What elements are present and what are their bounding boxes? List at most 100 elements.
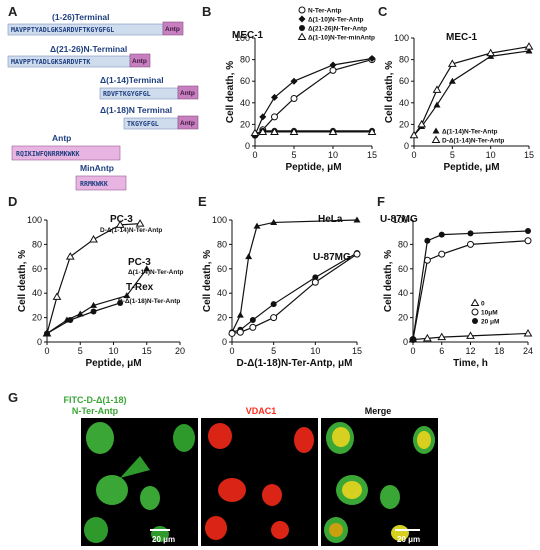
y-tick-label: 80 xyxy=(399,55,409,65)
data-point xyxy=(245,253,252,259)
series-label: D-Δ(1-18)N-Ter-Antp xyxy=(118,298,180,305)
y-tick-label: 80 xyxy=(398,239,408,249)
series-label: U-87MG xyxy=(313,252,351,263)
x-axis-title: Peptide, μM xyxy=(443,162,499,173)
panel-letter-b: B xyxy=(202,4,211,19)
legend-entry: 10μM xyxy=(481,310,498,317)
cell-line-label: U-87MG xyxy=(380,214,418,225)
legend-entry: Δ(1-10)N-Ter-Antp xyxy=(308,17,363,24)
y-tick-label: 0 xyxy=(404,141,409,151)
y-tick-label: 100 xyxy=(212,215,227,225)
data-point xyxy=(525,330,532,336)
legend-entry: Δ(21-26)N-Ter-Antp xyxy=(308,26,367,33)
merge-overlap xyxy=(342,481,362,499)
x-tick-label: 0 xyxy=(252,150,257,160)
y-tick-label: 60 xyxy=(32,264,42,274)
y-tick-label: 40 xyxy=(398,288,408,298)
y-tick-label: 0 xyxy=(245,141,250,151)
panel-f-chart: F06121824020406080100Time, hCell death, … xyxy=(377,194,533,369)
data-point xyxy=(91,309,97,315)
fitc-label-line1: FITC-D-Δ(1-18) xyxy=(64,395,127,405)
merge-overlap xyxy=(332,427,350,447)
data-point xyxy=(312,279,318,285)
antp-tag-label-4: Antp xyxy=(180,120,195,127)
data-point xyxy=(433,128,440,134)
construct-sequence-2: MAVPPTYADLGKSARDVFTK xyxy=(11,58,90,66)
legend-entry: D-Δ(1-14)N-Ter-Antp xyxy=(442,138,504,145)
data-point xyxy=(67,253,74,259)
construct-title-3: Δ(1-14)Terminal xyxy=(100,75,164,85)
data-point xyxy=(472,318,478,324)
data-point xyxy=(299,16,306,23)
vdac1-cell xyxy=(208,423,232,449)
data-point xyxy=(410,337,416,343)
y-tick-label: 80 xyxy=(32,239,42,249)
x-tick-label: 5 xyxy=(291,150,296,160)
y-tick-label: 20 xyxy=(399,119,409,129)
construct-title-5: Antp xyxy=(52,133,71,143)
scale-bar-label: 20 μm xyxy=(397,535,420,544)
series-line xyxy=(232,220,357,332)
data-point xyxy=(271,315,277,321)
panel-c-chart: C051015020406080100Peptide, μMCell death… xyxy=(378,4,534,173)
data-point xyxy=(354,251,360,257)
construct-sequence-4: TKGYGFGL xyxy=(127,120,159,128)
fitc-label-line2: N-Ter-Antp xyxy=(72,406,119,416)
data-point xyxy=(424,238,430,244)
x-tick-label: 0 xyxy=(411,150,416,160)
y-tick-label: 0 xyxy=(403,337,408,347)
vdac1-cell xyxy=(294,427,314,453)
vdac1-label: VDAC1 xyxy=(246,406,277,416)
fitc-image: 20 μm xyxy=(81,418,198,546)
data-point xyxy=(468,230,474,236)
fitc-cell xyxy=(173,424,195,452)
panel-letter-d: D xyxy=(8,194,17,209)
x-tick-label: 12 xyxy=(465,346,475,356)
x-axis-title: D-Δ(1-18)N-Ter-Antp, μM xyxy=(237,358,353,369)
y-tick-label: 20 xyxy=(398,313,408,323)
data-point xyxy=(299,34,306,40)
x-tick-label: 15 xyxy=(367,150,377,160)
y-tick-label: 20 xyxy=(217,313,227,323)
panel-letter-e: E xyxy=(198,194,207,209)
antp-tag-label-3: Antp xyxy=(180,90,195,97)
series-label: Δ(1-14)N-Ter-Antp xyxy=(128,269,183,276)
y-tick-label: 60 xyxy=(240,76,250,86)
panel-letter-g: G xyxy=(8,390,18,405)
panel-letter-c: C xyxy=(378,4,388,19)
data-point xyxy=(53,293,60,299)
y-tick-label: 60 xyxy=(398,264,408,274)
y-tick-label: 60 xyxy=(217,264,227,274)
data-point xyxy=(468,241,474,247)
construct-sequence-3: RDVFTKGYGFGL xyxy=(103,90,151,98)
data-point xyxy=(271,301,277,307)
y-tick-label: 40 xyxy=(399,98,409,108)
data-point xyxy=(439,251,445,257)
construct-sequence-1: MAVPPTYADLGKSARDVFTKGYGFGL xyxy=(11,26,114,34)
x-tick-label: 0 xyxy=(410,346,415,356)
x-tick-label: 5 xyxy=(271,346,276,356)
data-point xyxy=(526,43,533,49)
y-axis-title: Cell death, % xyxy=(384,61,395,123)
panel-letter-f: F xyxy=(377,194,385,209)
y-axis-title: Cell death, % xyxy=(202,250,213,312)
series-label: HeLa xyxy=(318,214,343,225)
data-point xyxy=(449,78,456,84)
legend-entry: 20 μM xyxy=(481,319,499,326)
construct-title-2: Δ(21-26)N-Terminal xyxy=(50,44,127,54)
x-axis-title: Peptide, μM xyxy=(285,162,341,173)
construct-title-4: Δ(1-18)N Terminal xyxy=(100,105,172,115)
scale-bar-label: 20 μm xyxy=(152,535,175,544)
y-tick-label: 40 xyxy=(217,288,227,298)
merge-cell xyxy=(380,485,400,509)
data-point xyxy=(137,220,144,226)
data-point xyxy=(291,95,297,101)
series-line xyxy=(47,303,120,334)
legend-entry: N-Ter-Antp xyxy=(308,8,341,15)
data-point xyxy=(272,114,278,120)
series-line xyxy=(413,241,528,340)
y-tick-label: 0 xyxy=(222,337,227,347)
vdac1-cell xyxy=(205,516,227,540)
x-tick-label: 0 xyxy=(229,346,234,356)
panel-d-chart: D05101520020406080100Peptide, μMCell dea… xyxy=(8,194,185,369)
